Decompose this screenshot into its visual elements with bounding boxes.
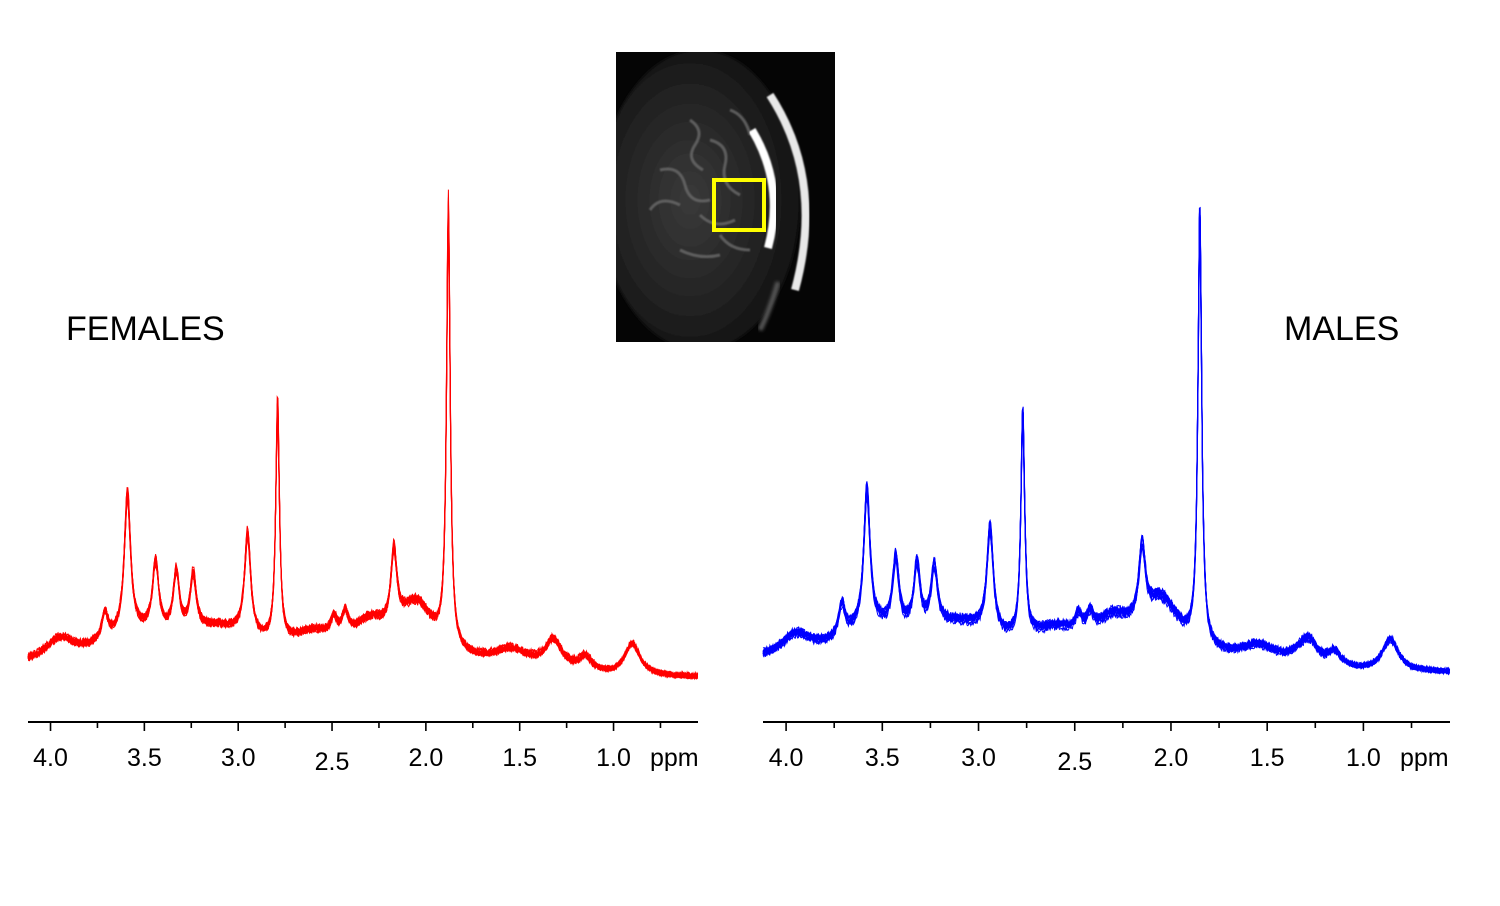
females-spectrum-trace	[27, 222, 699, 680]
males-trace-group	[762, 206, 1451, 676]
females-axis-unit: ppm	[650, 744, 699, 772]
females-spectrum-trace	[27, 222, 698, 681]
females-spectrum-trace	[27, 232, 699, 679]
females-label: FEMALES	[66, 310, 225, 348]
females-spectrum-trace	[27, 201, 699, 680]
males-ticks: 4.0 3.5 3.0 2.5 2.0 1.5 1.0	[769, 722, 1413, 776]
males-label: MALES	[1284, 310, 1399, 348]
females-spectrum-trace	[27, 219, 698, 679]
tick-label: 1.5	[1250, 744, 1285, 772]
males-spectrum-trace	[762, 212, 1450, 675]
females-trace-group	[27, 189, 699, 681]
tick-label: 4.0	[769, 744, 804, 772]
males-spectrum-trace	[762, 206, 1450, 675]
tick-label: 1.5	[502, 744, 537, 772]
females-spectrum-trace	[27, 217, 699, 679]
females-spectrum-trace	[27, 228, 699, 681]
males-spectrum-trace	[762, 213, 1451, 674]
tick-label: 2.0	[1154, 744, 1189, 772]
males-spectrum-trace	[762, 215, 1451, 676]
females-ticks: 4.0 3.5 3.0 2.5 2.0 1.5 1.0	[33, 722, 662, 776]
females-spectrum-trace	[27, 204, 698, 680]
males-spectrum-trace	[762, 216, 1451, 675]
males-spectrum-trace	[762, 241, 1451, 675]
tick-label: 2.5	[315, 748, 350, 776]
females-spectrum-trace	[27, 189, 699, 681]
tick-label: 2.0	[408, 744, 443, 772]
tick-label: 4.0	[33, 744, 68, 772]
males-spectrum-panel: MALES 4.0 3.5 3.0 2.5 2.0 1.5 1.0 ppm	[762, 206, 1451, 776]
roi-voxel-box	[712, 178, 766, 232]
tick-label: 3.5	[127, 744, 162, 772]
females-spectrum-panel: FEMALES 4.0 3.5 3.0 2.5 2.0 1.5 1.0 ppm	[27, 189, 699, 776]
males-spectrum-trace	[762, 221, 1451, 674]
tick-label: 1.0	[1346, 744, 1381, 772]
females-spectrum-trace	[27, 226, 699, 679]
mri-brain-slice-icon	[616, 52, 810, 342]
tick-label: 3.5	[865, 744, 900, 772]
tick-label: 3.0	[961, 744, 996, 772]
males-spectrum-trace	[762, 217, 1450, 674]
tick-label: 1.0	[596, 744, 631, 772]
tick-label: 3.0	[221, 744, 256, 772]
males-spectrum-trace	[762, 241, 1451, 675]
mri-inset	[616, 52, 835, 342]
tick-label: 2.5	[1057, 748, 1092, 776]
females-spectrum-trace	[27, 197, 699, 680]
males-axis-unit: ppm	[1400, 744, 1449, 772]
females-spectrum-trace	[27, 209, 699, 680]
